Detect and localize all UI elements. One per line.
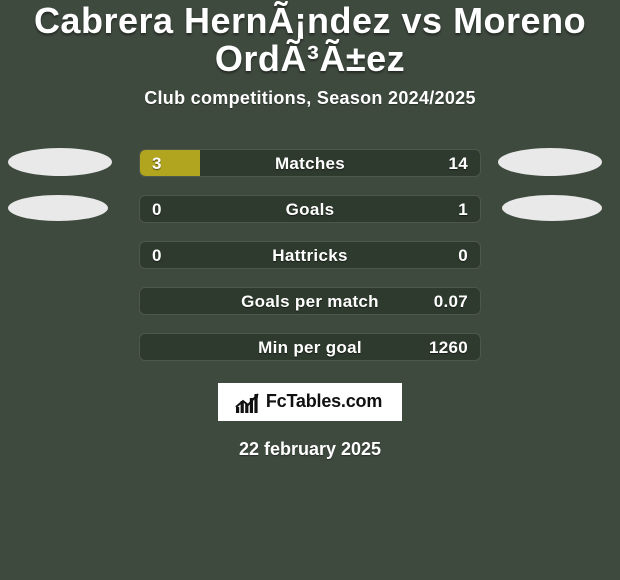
stat-value-right: 0.07 — [434, 288, 468, 315]
stat-value-right: 0 — [458, 242, 468, 269]
stat-row: Goals per match0.07 — [0, 277, 620, 323]
date-text: 22 february 2025 — [0, 439, 620, 460]
stat-label: Goals per match — [140, 288, 480, 315]
player-ellipse — [8, 148, 112, 176]
stat-bar: Matches3 14 — [139, 149, 481, 177]
stat-row: Hattricks0 0 — [0, 231, 620, 277]
page-subtitle: Club competitions, Season 2024/2025 — [0, 88, 620, 109]
stat-value-right: 14 — [448, 150, 468, 177]
brand-text: FcTables.com — [266, 391, 382, 412]
stat-label: Matches — [140, 150, 480, 177]
stat-bar: Min per goal1260 — [139, 333, 481, 361]
stat-label: Hattricks — [140, 242, 480, 269]
stat-value-left: 0 — [152, 242, 162, 269]
stat-bar: Goals per match0.07 — [139, 287, 481, 315]
brand-box: FcTables.com — [218, 383, 402, 421]
stats-bars: Matches314Goals01Hattricks00Goals per ma… — [0, 139, 620, 369]
stat-bar: Goals0 1 — [139, 195, 481, 223]
barchart-icon — [234, 391, 260, 413]
stat-value-right: 1260 — [429, 334, 468, 361]
stat-row: Matches3 14 — [0, 139, 620, 185]
stat-row: Goals0 1 — [0, 185, 620, 231]
stat-value-left: 0 — [152, 196, 162, 223]
player-ellipse — [498, 148, 602, 176]
stat-value-right: 1 — [458, 196, 468, 223]
player-ellipse — [8, 195, 108, 221]
stat-label: Goals — [140, 196, 480, 223]
page-title: Cabrera HernÃ¡ndez vs Moreno OrdÃ³Ã±ez — [0, 0, 620, 78]
page-root: Cabrera HernÃ¡ndez vs Moreno OrdÃ³Ã±ez C… — [0, 0, 620, 580]
stat-row: Min per goal1260 — [0, 323, 620, 369]
player-ellipse — [502, 195, 602, 221]
stat-bar: Hattricks0 0 — [139, 241, 481, 269]
stat-value-left: 3 — [152, 150, 162, 177]
